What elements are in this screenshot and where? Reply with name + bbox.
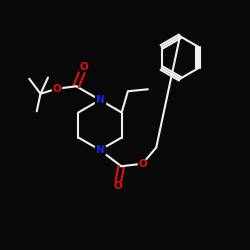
Text: O: O [113,181,122,191]
Bar [113,182,122,190]
Bar [52,85,61,92]
Bar [95,96,105,104]
Bar [95,146,105,154]
Bar [138,160,147,168]
Text: O: O [80,62,88,72]
Text: N: N [96,145,104,155]
Text: O: O [52,84,61,94]
Text: O: O [138,159,147,169]
Text: N: N [96,95,104,105]
Bar [79,64,88,71]
